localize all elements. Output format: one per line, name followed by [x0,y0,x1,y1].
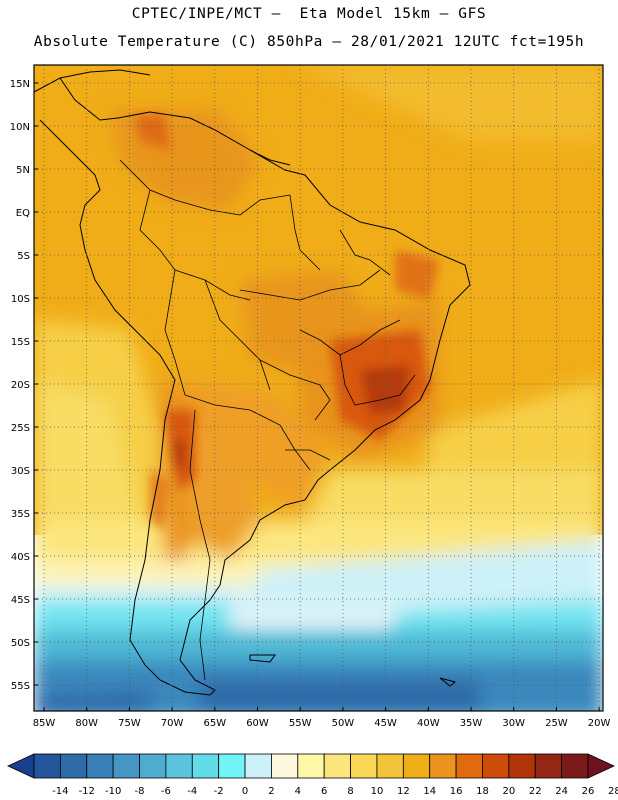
lon-label: 25W [545,718,568,729]
chart-title-line2: Absolute Temperature (C) 850hPa – 28/01/… [33,34,585,50]
colorbar-label: -8 [135,786,145,797]
colorbar-swatch [218,753,246,779]
lon-label: 30W [502,718,525,729]
colorbar-swatch [297,753,325,779]
lon-label: 50W [332,718,355,729]
lat-label: 35S [11,509,30,520]
colorbar-label: -4 [187,786,197,797]
colorbar-swatch [482,753,510,779]
latitude-labels: 15N 10N 5N EQ 5S 10S 15S 20S 25S 30S 35S 40S 45S 50S 5… [10,79,38,692]
lat-label: EQ [16,208,30,219]
colorbar-swatch [112,753,140,779]
colorbar [7,753,615,779]
temperature-field [34,65,603,711]
lon-label: 75W [118,718,141,729]
colorbar-swatch [191,753,220,779]
chart-title-line1: CPTEC/INPE/MCT – Eta Model 15km – GFS [131,6,487,22]
lat-label: 25S [11,423,30,434]
colorbar-label: -6 [161,786,171,797]
lon-label: 80W [75,718,98,729]
colorbar-swatch [455,753,483,779]
lon-label: 45W [374,718,397,729]
colorbar-label: -14 [52,786,68,797]
country-borders [119,159,416,681]
colorbar-label: 22 [529,786,542,797]
map-frame [33,64,604,712]
colorbar-label: 24 [555,786,568,797]
colorbar-swatch [350,753,378,779]
lon-label: 55W [289,718,312,729]
colorbar-label: 28 [608,786,618,797]
lat-label: 5N [16,165,30,176]
colorbar-label: 10 [371,786,384,797]
colorbar-swatch [561,753,589,779]
lat-label: 20S [11,380,30,391]
graticule [34,65,603,711]
lon-label: 85W [33,718,56,729]
colorbar-label: 18 [476,786,489,797]
colorbar-label: 12 [397,786,410,797]
lat-label: 45S [11,595,30,606]
lat-label: 10N [10,122,30,133]
coastlines [34,69,471,696]
colorbar-label: -10 [105,786,121,797]
lon-label: 70W [161,718,184,729]
colorbar-labels: -14 -12 -10 -8 -6 -4 -2 0 2 4 6 8 10 12 14 16 18 20 22 24 26… [52,786,618,797]
lat-label: 55S [11,681,30,692]
colorbar-label: 8 [347,786,353,797]
colorbar-swatch [534,753,563,779]
lat-label: 10S [11,294,30,305]
colorbar-label: 2 [268,786,274,797]
colorbar-label: -2 [214,786,224,797]
colorbar-swatch [139,753,167,779]
colorbar-swatch [86,753,114,779]
colorbar-label: 6 [321,786,327,797]
lat-label: 30S [11,466,30,477]
longitude-labels: 85W 80W 75W 70W 65W 60W 55W 50W 45W 40W 35W 30W 25W 2… [33,707,611,729]
colorbar-arrow-low [7,753,35,779]
colorbar-swatch [429,753,457,779]
lat-label: 50S [11,638,30,649]
colorbar-label: 26 [582,786,595,797]
colorbar-label: 16 [450,786,463,797]
lon-label: 40W [417,718,440,729]
colorbar-swatch [376,753,404,779]
lat-label: 40S [11,552,30,563]
lon-label: 60W [246,718,269,729]
colorbar-swatch [271,753,299,779]
colorbar-label: 0 [242,786,248,797]
colorbar-label: 14 [423,786,436,797]
colorbar-label: 4 [295,786,301,797]
colorbar-swatch [244,753,272,779]
colorbar-label: 20 [502,786,515,797]
colorbar-label: -12 [79,786,95,797]
colorbar-arrow-high [587,753,615,779]
lat-label: 15S [11,337,30,348]
colorbar-swatch [402,753,431,779]
colorbar-swatch [323,753,351,779]
colorbar-swatch [165,753,193,779]
lat-label: 5S [17,251,30,262]
lon-label: 65W [203,718,226,729]
colorbar-swatch [59,753,88,779]
lat-label: 15N [10,79,30,90]
lon-label: 20W [588,718,611,729]
colorbar-swatch [508,753,536,779]
lon-label: 35W [460,718,483,729]
colorbar-swatch [33,753,61,779]
